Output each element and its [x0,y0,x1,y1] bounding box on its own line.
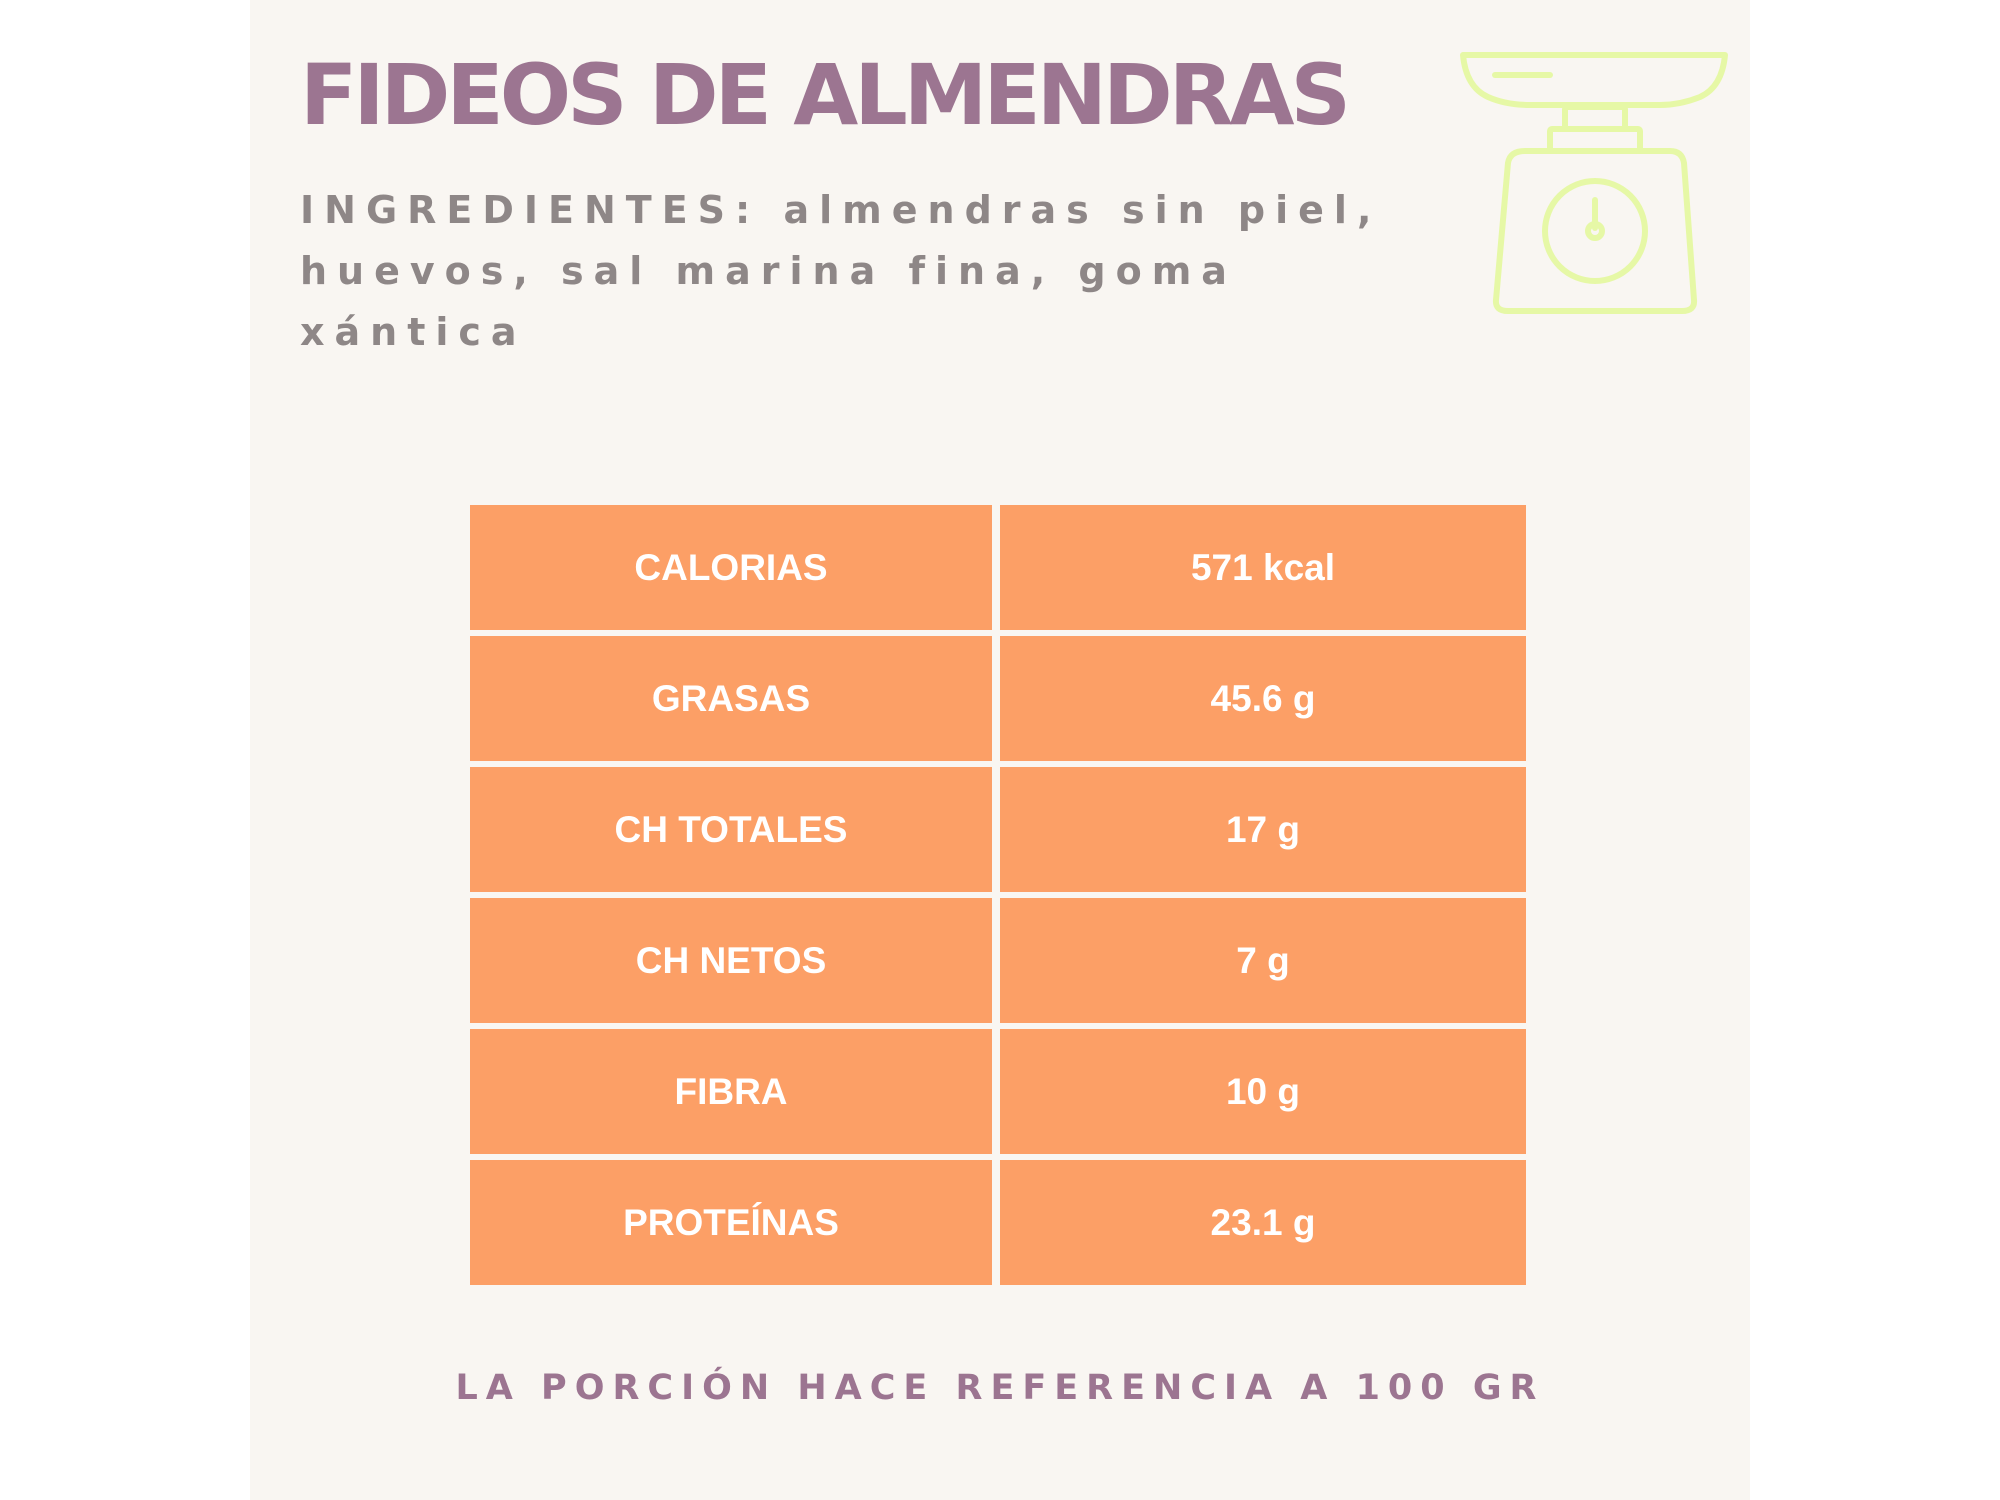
nutrient-label: CALORIAS [470,505,1000,636]
kitchen-scale-icon [1460,52,1728,314]
nutrient-value: 10 g [1000,1029,1526,1160]
ingredients-list: almendras sin piel, huevos, sal marina f… [300,188,1382,354]
nutrient-label: PROTEÍNAS [470,1160,1000,1285]
nutrition-card: FIDEOS DE ALMENDRAS INGREDIENTES: almend… [250,0,1750,1500]
table-row: CALORIAS 571 kcal [470,505,1526,636]
table-row: GRASAS 45.6 g [470,636,1526,767]
nutrient-value: 23.1 g [1000,1160,1526,1285]
nutrition-table: CALORIAS 571 kcal GRASAS 45.6 g CH TOTAL… [470,505,1526,1285]
nutrient-label: CH NETOS [470,898,1000,1029]
ingredients-text: INGREDIENTES: almendras sin piel, huevos… [300,180,1430,363]
table-row: CH TOTALES 17 g [470,767,1526,898]
nutrient-label: FIBRA [470,1029,1000,1160]
nutrient-label: GRASAS [470,636,1000,767]
table-row: CH NETOS 7 g [470,898,1526,1029]
nutrient-value: 45.6 g [1000,636,1526,767]
serving-note: LA PORCIÓN HACE REFERENCIA A 100 GR [455,1368,1545,1408]
nutrient-label: CH TOTALES [470,767,1000,898]
table-row: FIBRA 10 g [470,1029,1526,1160]
ingredients-label: INGREDIENTES: [300,188,761,232]
page-title: FIDEOS DE ALMENDRAS [300,46,1351,144]
nutrient-value: 7 g [1000,898,1526,1029]
nutrient-value: 571 kcal [1000,505,1526,636]
table-row: PROTEÍNAS 23.1 g [470,1160,1526,1285]
nutrient-value: 17 g [1000,767,1526,898]
